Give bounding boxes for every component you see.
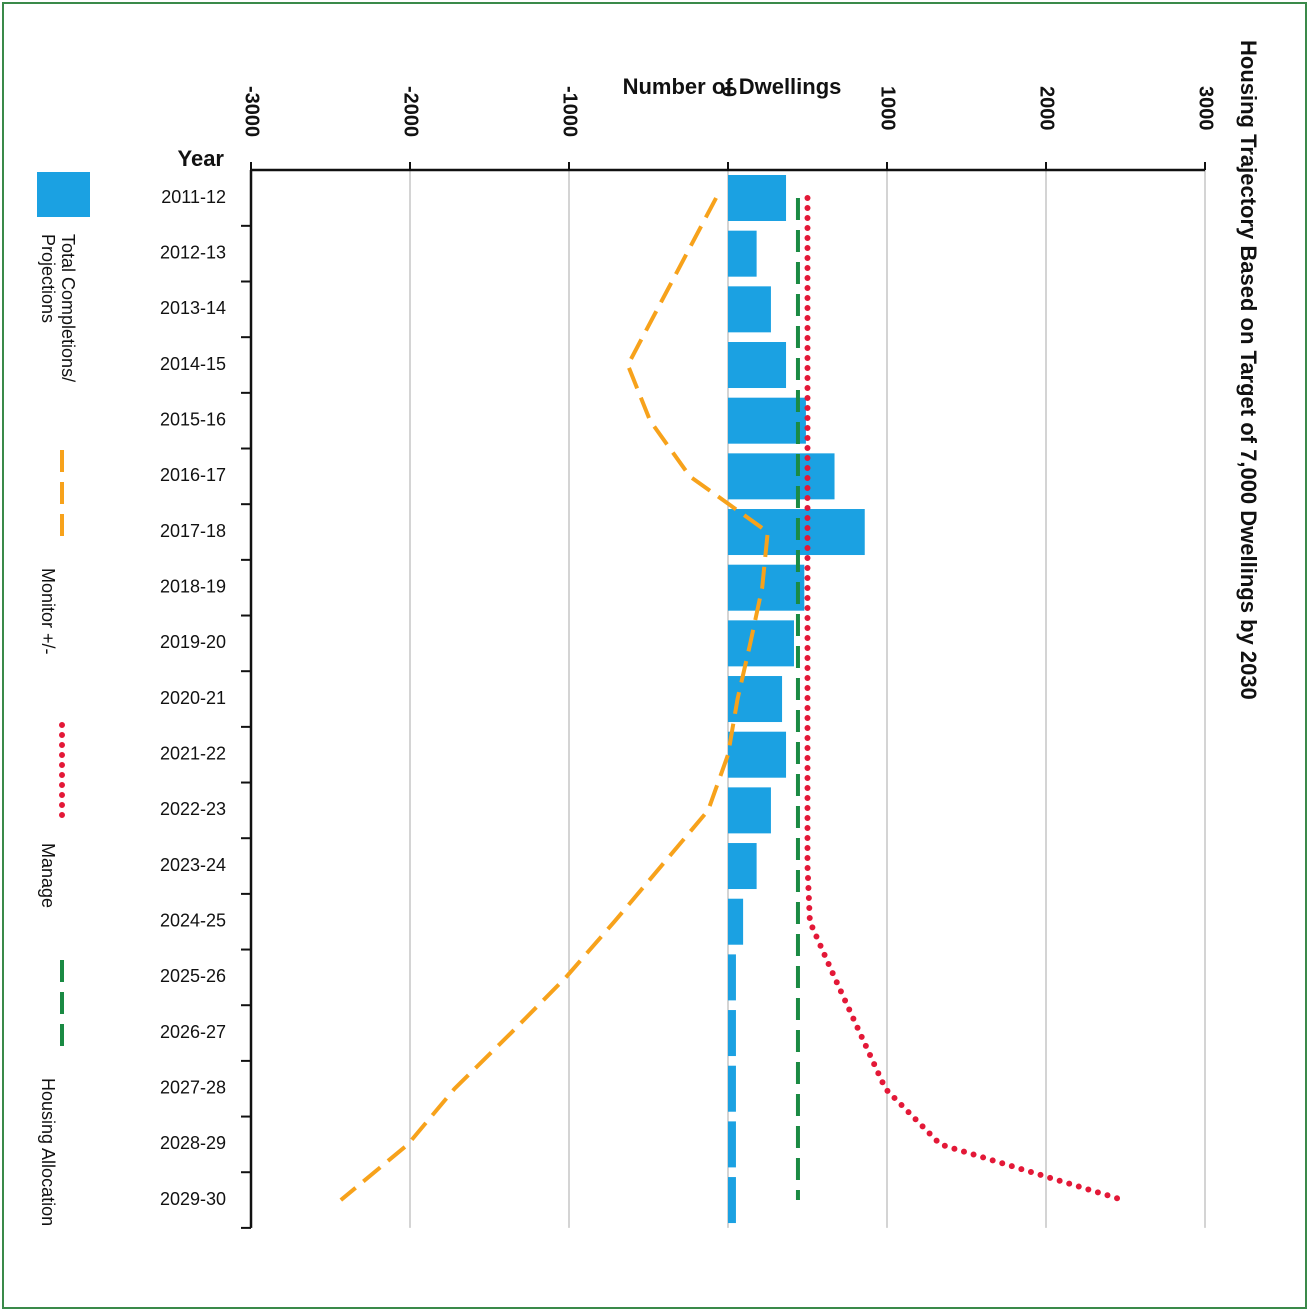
y-tick-label: 2023-24: [160, 855, 226, 875]
bar: [728, 1065, 736, 1112]
y-tick-label: 2029-30: [160, 1189, 226, 1209]
y-tick-label: 2011-12: [161, 187, 226, 207]
x-tick-label: 0: [718, 86, 740, 97]
chart-title: Housing Trajectory Based on Target of 7,…: [1236, 40, 1261, 700]
legend-label: Total Completions/ Projections: [38, 234, 78, 383]
x-tick-label: -3000: [241, 86, 263, 137]
legend-label: Housing Allocation: [38, 1078, 58, 1227]
bar: [728, 731, 787, 778]
legend-label: Monitor +/-: [38, 568, 58, 655]
y-tick-label: 2020-21: [160, 688, 226, 708]
bar: [728, 175, 787, 221]
line: [804, 195, 1127, 1204]
bar: [728, 1121, 736, 1168]
x-tick-label: 1000: [877, 86, 899, 131]
legend-swatch: [37, 172, 90, 217]
bar: [728, 787, 771, 834]
x-axis-title: Number of Dwellings: [623, 74, 842, 99]
bar: [728, 620, 794, 667]
y-tick-label: 2014-15: [160, 354, 226, 374]
bar: [728, 954, 736, 1001]
y-tick-label: 2015-16: [160, 409, 226, 429]
bar: [728, 898, 744, 945]
y-tick-label: 2019-20: [160, 632, 226, 652]
x-tick-label: 2000: [1036, 86, 1058, 131]
y-tick-label: 2018-19: [160, 576, 226, 596]
legend-label: Manage: [38, 843, 58, 909]
bar: [728, 342, 787, 389]
y-tick-label: 2026-27: [160, 1022, 226, 1042]
bar: [728, 230, 757, 277]
bar: [728, 397, 806, 444]
y-tick-label: 2017-18: [160, 521, 226, 541]
y-tick-label: 2024-25: [160, 910, 226, 930]
y-tick-label: 2013-14: [160, 298, 226, 318]
x-tick-label: 3000: [1195, 86, 1217, 131]
y-tick-label: 2021-22: [160, 743, 226, 763]
line: [339, 197, 770, 1202]
bar: [728, 1010, 736, 1057]
y-tick-label: 2016-17: [160, 465, 226, 485]
bar: [728, 564, 805, 611]
y-axis-title: Year: [178, 146, 225, 171]
y-tick-label: 2028-29: [160, 1133, 226, 1153]
bar: [728, 843, 757, 890]
y-tick-label: 2027-28: [160, 1077, 226, 1097]
bar: [728, 1177, 736, 1224]
y-tick-label: 2012-13: [160, 242, 226, 262]
x-tick-label: -2000: [400, 86, 422, 137]
y-tick-label: 2022-23: [160, 799, 226, 819]
bar: [728, 453, 835, 500]
y-tick-label: 2025-26: [160, 966, 226, 986]
bar: [728, 286, 771, 333]
x-tick-label: -1000: [559, 86, 581, 137]
